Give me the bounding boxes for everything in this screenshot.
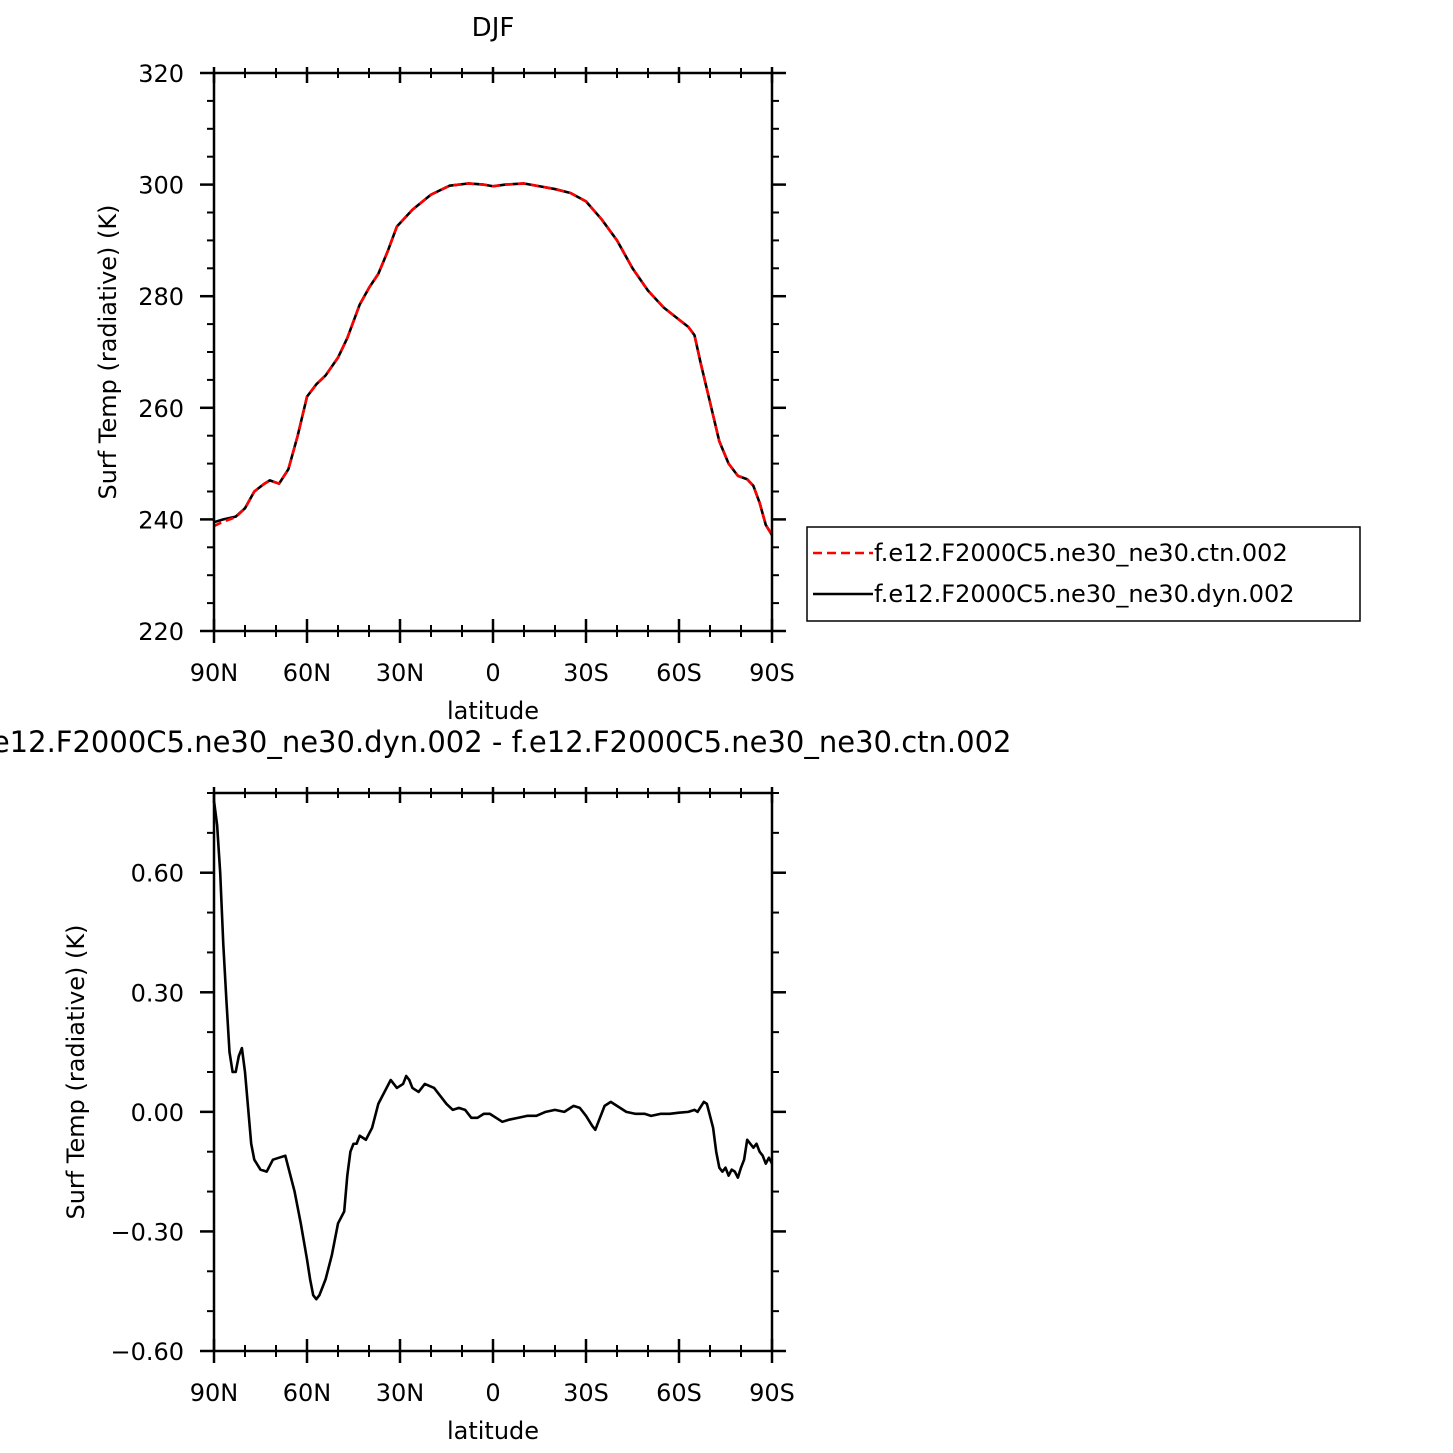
top-y-tick-label: 240 xyxy=(138,506,184,534)
top-y-tick-label: 320 xyxy=(138,60,184,88)
top-x-tick-label: 60S xyxy=(656,659,702,687)
top-y-tick-label: 280 xyxy=(138,283,184,311)
legend-label-dyn: f.e12.F2000C5.ne30_ne30.dyn.002 xyxy=(874,580,1295,608)
bottom-series-line-1 xyxy=(212,800,774,1301)
bottom-x-tick-label: 60N xyxy=(283,1379,332,1407)
bottom-x-tick-label: 30N xyxy=(376,1379,425,1407)
top-y-tick-label: 300 xyxy=(138,172,184,200)
top-y-tick-label: 220 xyxy=(138,618,184,646)
bottom-x-tick-label: 90N xyxy=(190,1379,239,1407)
legend-box xyxy=(806,526,1361,622)
top-x-tick-label: 60N xyxy=(283,659,332,687)
bottom-series xyxy=(212,800,774,1301)
top-x-tick-label: 90S xyxy=(749,659,795,687)
top-x-tick-label: 30S xyxy=(563,659,609,687)
top-plot-frame xyxy=(212,71,774,633)
top-x-tick-label: 0 xyxy=(485,659,500,687)
legend: f.e12.F2000C5.ne30_ne30.ctn.002 f.e12.F2… xyxy=(806,526,1361,622)
bottom-y-tick-label: 0.00 xyxy=(131,1099,184,1127)
bottom-y-tick-label: 0.60 xyxy=(131,860,184,888)
bottom-axes: 90N 60N 30N 0 30S 60S 90S −0.60 −0.30 0.00 0.30 0.6… xyxy=(110,787,795,1407)
bottom-y-axis-label: Surf Temp (radiative) (K) xyxy=(62,924,90,1219)
top-x-axis-label: latitude xyxy=(447,697,539,725)
bottom-panel: f.e12.F2000C5.ne30_ne30.dyn.002 - f.e12.… xyxy=(0,725,1011,1445)
bottom-y-tick-label: −0.30 xyxy=(110,1218,184,1246)
bottom-x-tick-label: 90S xyxy=(749,1379,795,1407)
top-y-tick-label: 260 xyxy=(138,395,184,423)
bottom-chart-title: f.e12.F2000C5.ne30_ne30.dyn.002 - f.e12.… xyxy=(0,725,1011,759)
bottom-x-tick-label: 0 xyxy=(485,1379,500,1407)
top-series-line-1 xyxy=(213,182,774,536)
top-x-tick-label: 90N xyxy=(190,659,239,687)
bottom-x-axis-label: latitude xyxy=(447,1417,539,1445)
top-chart-title: DJF xyxy=(472,13,515,43)
top-panel: DJF Surf Temp (radiative) (K) latitude 9… xyxy=(94,13,795,725)
bottom-y-tick-label: 0.30 xyxy=(131,979,184,1007)
bottom-x-tick-label: 30S xyxy=(563,1379,609,1407)
top-series xyxy=(213,182,774,536)
bottom-y-tick-label: −0.60 xyxy=(110,1338,184,1366)
top-y-axis-label: Surf Temp (radiative) (K) xyxy=(94,204,122,499)
bottom-x-tick-label: 60S xyxy=(656,1379,702,1407)
top-x-tick-label: 30N xyxy=(376,659,425,687)
bottom-plot-frame xyxy=(212,791,774,1353)
legend-label-ctn: f.e12.F2000C5.ne30_ne30.ctn.002 xyxy=(874,539,1288,567)
